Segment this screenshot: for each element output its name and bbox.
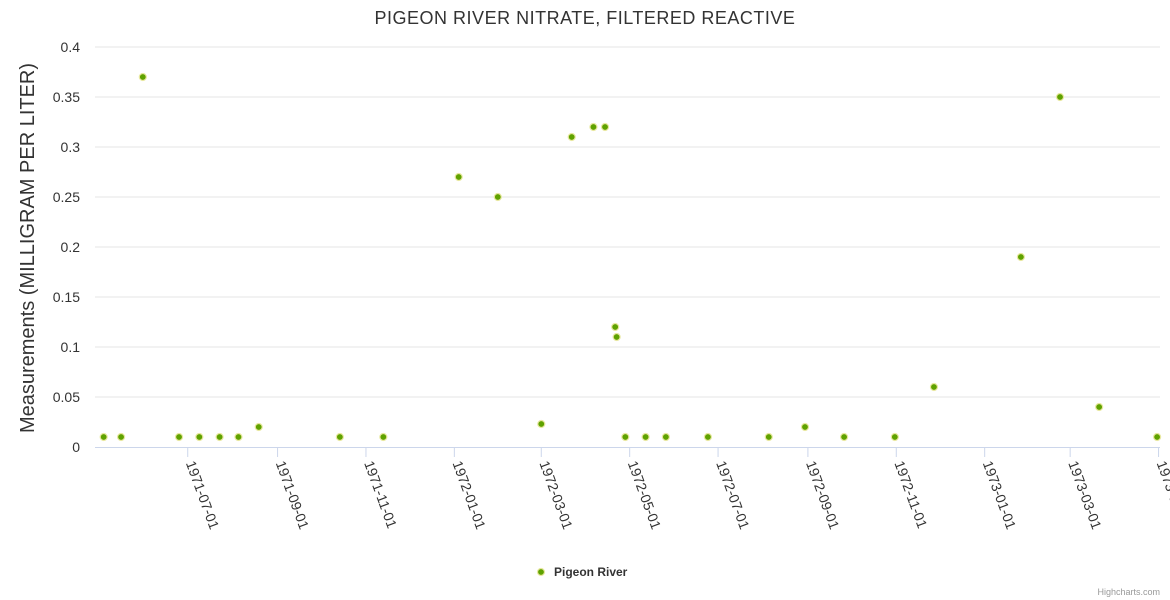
data-point[interactable]	[493, 192, 502, 202]
data-point[interactable]	[254, 422, 263, 432]
credits-link[interactable]: Highcharts.com	[1097, 587, 1160, 597]
data-point[interactable]	[600, 122, 610, 132]
data-point[interactable]	[929, 382, 939, 392]
data-point[interactable]	[537, 419, 546, 429]
data-point[interactable]	[379, 432, 388, 442]
x-tick-label: 1973-05-01	[1154, 459, 1170, 532]
x-tick-label: 1973-01-01	[980, 459, 1020, 532]
data-point[interactable]	[138, 72, 147, 82]
data-point[interactable]	[800, 422, 810, 432]
x-tick-label: 1972-09-01	[803, 459, 843, 532]
data-point[interactable]	[703, 432, 713, 442]
x-axis: 1971-07-01 1971-09-01 1971-11-01 1972-01-01…	[95, 447, 1170, 532]
data-point[interactable]	[116, 432, 126, 442]
y-tick-label: 0.15	[53, 289, 80, 305]
data-point[interactable]	[890, 432, 899, 442]
data-point[interactable]	[1095, 402, 1104, 412]
data-point[interactable]	[195, 432, 204, 442]
data-point[interactable]	[840, 432, 849, 442]
y-tick-label: 0.3	[61, 139, 81, 155]
data-point[interactable]	[1055, 92, 1065, 102]
y-axis-ticks: 0 0.05 0.1 0.15 0.2 0.25 0.3 0.35 0.4	[53, 39, 80, 455]
x-tick-label: 1971-07-01	[183, 459, 223, 532]
x-tick-label: 1971-11-01	[361, 459, 400, 531]
data-point[interactable]	[335, 432, 344, 442]
x-tick-label: 1973-03-01	[1065, 459, 1105, 532]
data-point[interactable]	[1153, 432, 1162, 442]
y-axis-label: Measurements (MILLIGRAM PER LITER)	[17, 63, 39, 433]
data-point[interactable]	[174, 432, 184, 442]
data-point[interactable]	[234, 432, 243, 442]
data-point[interactable]	[1016, 252, 1025, 262]
data-point[interactable]	[621, 432, 630, 442]
data-point[interactable]	[641, 432, 650, 442]
y-tick-label: 0	[72, 439, 80, 455]
data-point[interactable]	[454, 172, 463, 182]
y-tick-label: 0.05	[53, 389, 80, 405]
grid-lines	[95, 46, 1160, 398]
y-tick-label: 0.1	[61, 339, 81, 355]
data-point[interactable]	[215, 432, 224, 442]
x-tick-label: 1972-03-01	[536, 459, 576, 532]
x-tick-label: 1972-07-01	[713, 459, 753, 532]
y-tick-label: 0.2	[61, 239, 81, 255]
chart-title: PIGEON RIVER NITRATE, FILTERED REACTIVE	[375, 8, 796, 28]
data-point[interactable]	[567, 132, 576, 142]
legend-marker	[536, 567, 546, 577]
y-tick-label: 0.35	[53, 89, 80, 105]
legend[interactable]: Pigeon River	[536, 565, 628, 579]
series-points	[99, 72, 1162, 442]
data-point[interactable]	[764, 432, 773, 442]
x-tick-label: 1972-11-01	[891, 459, 930, 531]
x-tick-label: 1972-05-01	[625, 459, 665, 532]
data-point[interactable]	[99, 432, 108, 442]
x-tick-label: 1971-09-01	[273, 459, 313, 532]
x-tick-label: 1972-01-01	[450, 459, 490, 532]
data-point[interactable]	[661, 432, 670, 442]
data-point[interactable]	[612, 332, 621, 342]
legend-item-label[interactable]: Pigeon River	[554, 565, 628, 579]
data-point[interactable]	[611, 322, 620, 332]
data-point[interactable]	[589, 122, 598, 132]
y-tick-label: 0.25	[53, 189, 80, 205]
y-tick-label: 0.4	[61, 39, 81, 55]
